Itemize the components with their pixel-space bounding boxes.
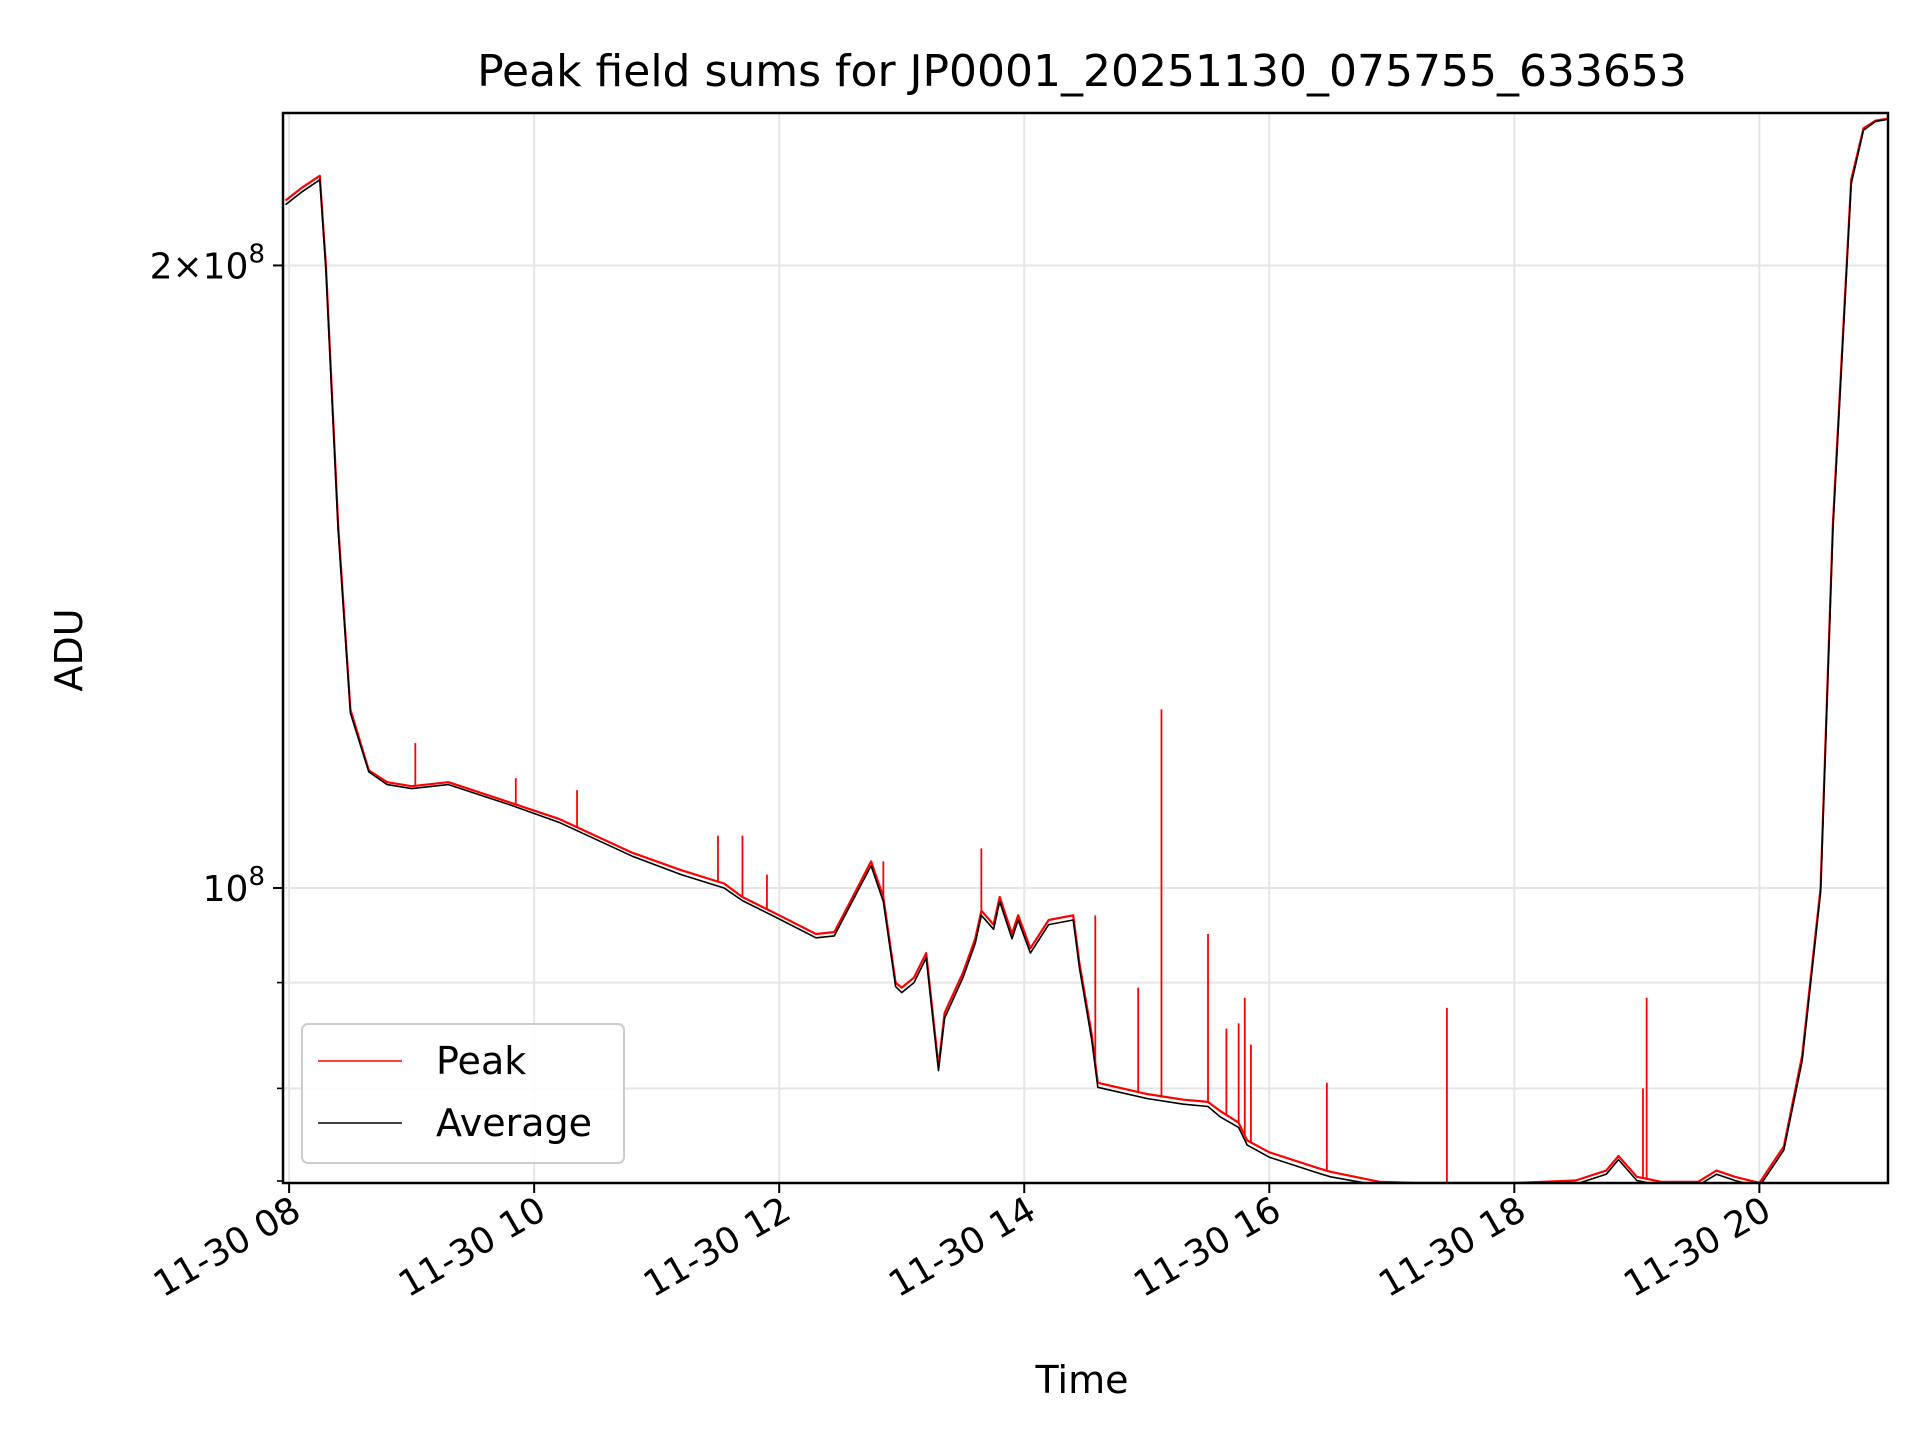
legend-box	[301, 1023, 625, 1164]
x-axis-label: Time	[1035, 1358, 1129, 1402]
y-axis-label: ADU	[47, 608, 91, 691]
series-line-average	[285, 118, 1887, 1183]
y-axis: 108 2×108	[150, 239, 283, 1182]
plot-frame	[281, 111, 1890, 1185]
legend: Peak Average	[301, 1023, 625, 1164]
legend-label-peak: Peak	[436, 1039, 526, 1083]
y-tick-label: 2×108	[150, 239, 265, 287]
y-tick-label: 108	[203, 862, 265, 910]
grid	[283, 113, 1888, 1183]
chart-title: Peak field sums for JP0001_20251130_0757…	[477, 46, 1687, 97]
legend-label-average: Average	[436, 1101, 592, 1145]
